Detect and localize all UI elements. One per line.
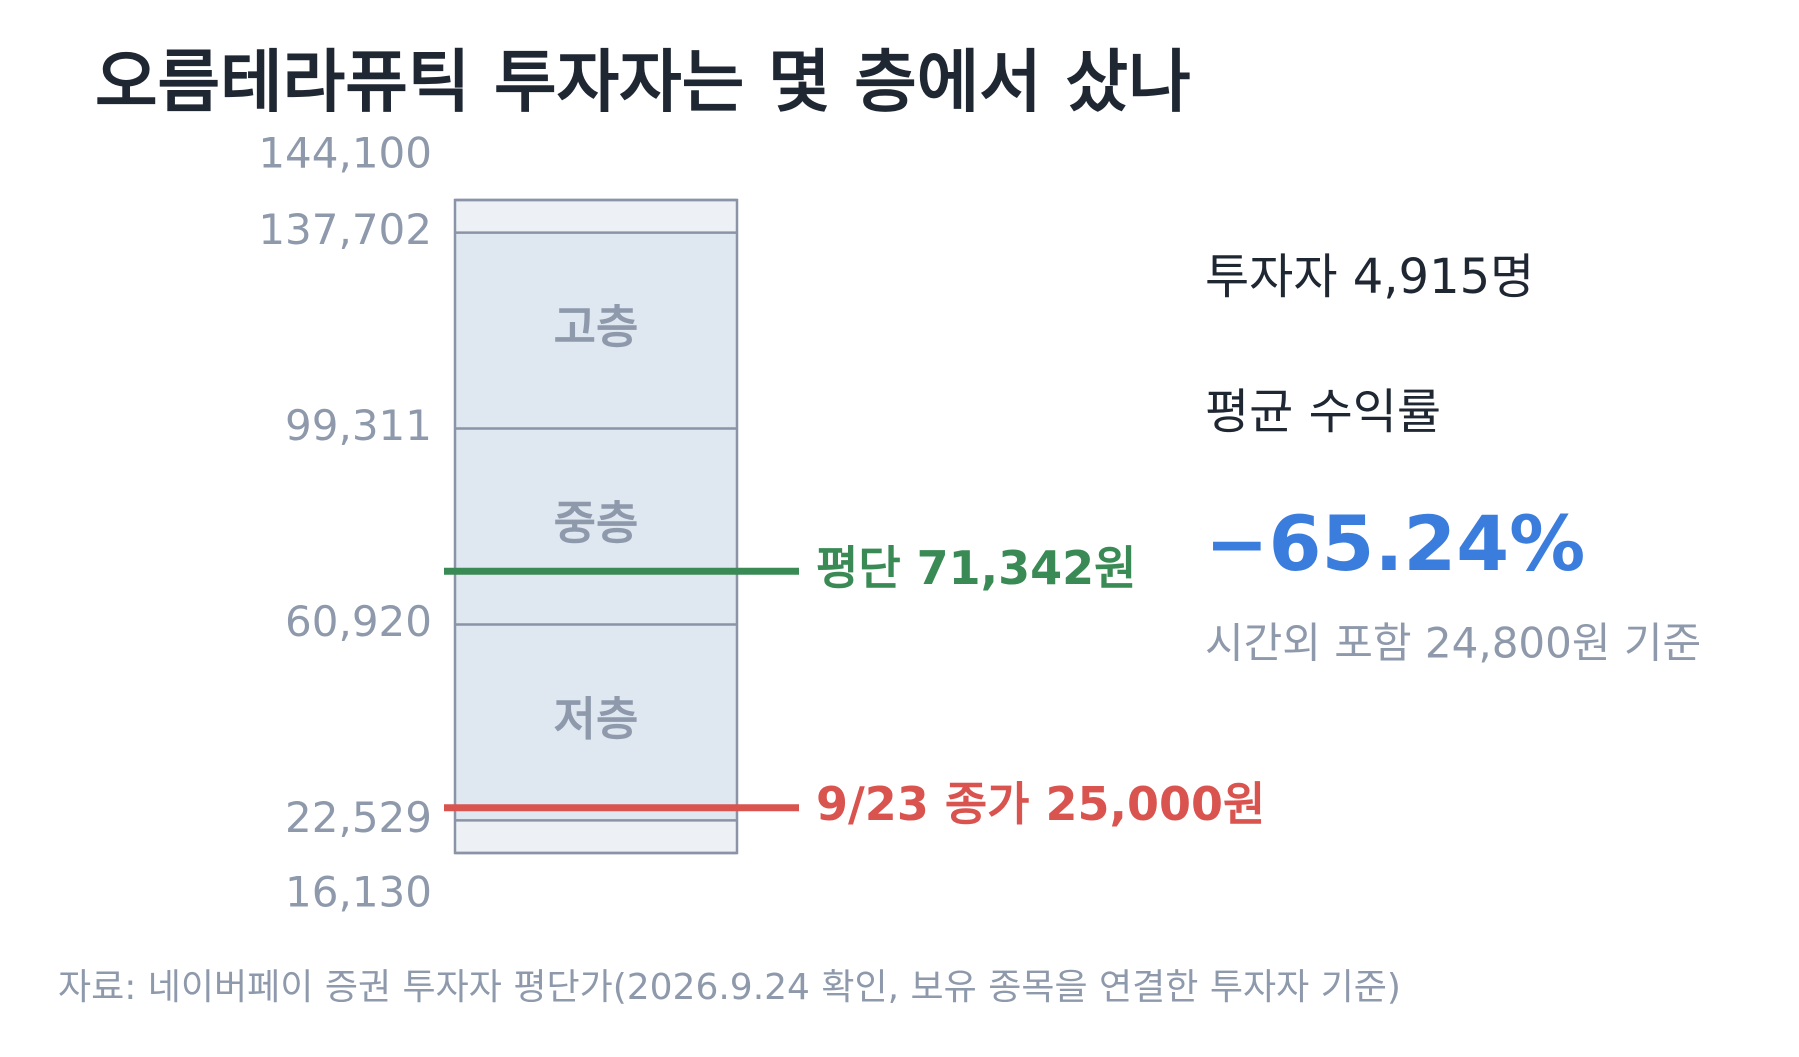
y-tick-label: 60,920 bbox=[285, 597, 432, 646]
y-tick-label: 144,100 bbox=[258, 129, 432, 178]
price-label: 평단 71,342원 bbox=[816, 541, 1136, 595]
column-border bbox=[453, 198, 739, 855]
y-tick-label: 137,702 bbox=[258, 205, 432, 254]
band-label: 고층 bbox=[554, 300, 639, 354]
band-label: 저층 bbox=[554, 692, 639, 746]
chart-title: 오름테라퓨틱 투자자는 몇 층에서 샀나 bbox=[95, 44, 1191, 123]
band bbox=[455, 624, 737, 821]
y-tick-label: 22,529 bbox=[285, 793, 432, 842]
source: 자료: 네이버페이 증권 투자자 평단가(2026.9.24 확인, 보유 종목… bbox=[58, 967, 1401, 1008]
band bbox=[455, 428, 737, 625]
return-value: −65.24% bbox=[1205, 499, 1585, 588]
band bbox=[455, 232, 737, 429]
investors: 투자자 4,915명 bbox=[1205, 249, 1534, 305]
y-tick-label: 16,130 bbox=[285, 868, 432, 917]
return-label: 평균 수익률 bbox=[1205, 384, 1441, 440]
price-label: 9/23 종가 25,000원 bbox=[816, 777, 1265, 831]
y-tick-label: 99,311 bbox=[285, 401, 432, 450]
band-label: 중층 bbox=[554, 496, 639, 550]
return-note: 시간외 포함 24,800원 기준 bbox=[1205, 619, 1701, 668]
